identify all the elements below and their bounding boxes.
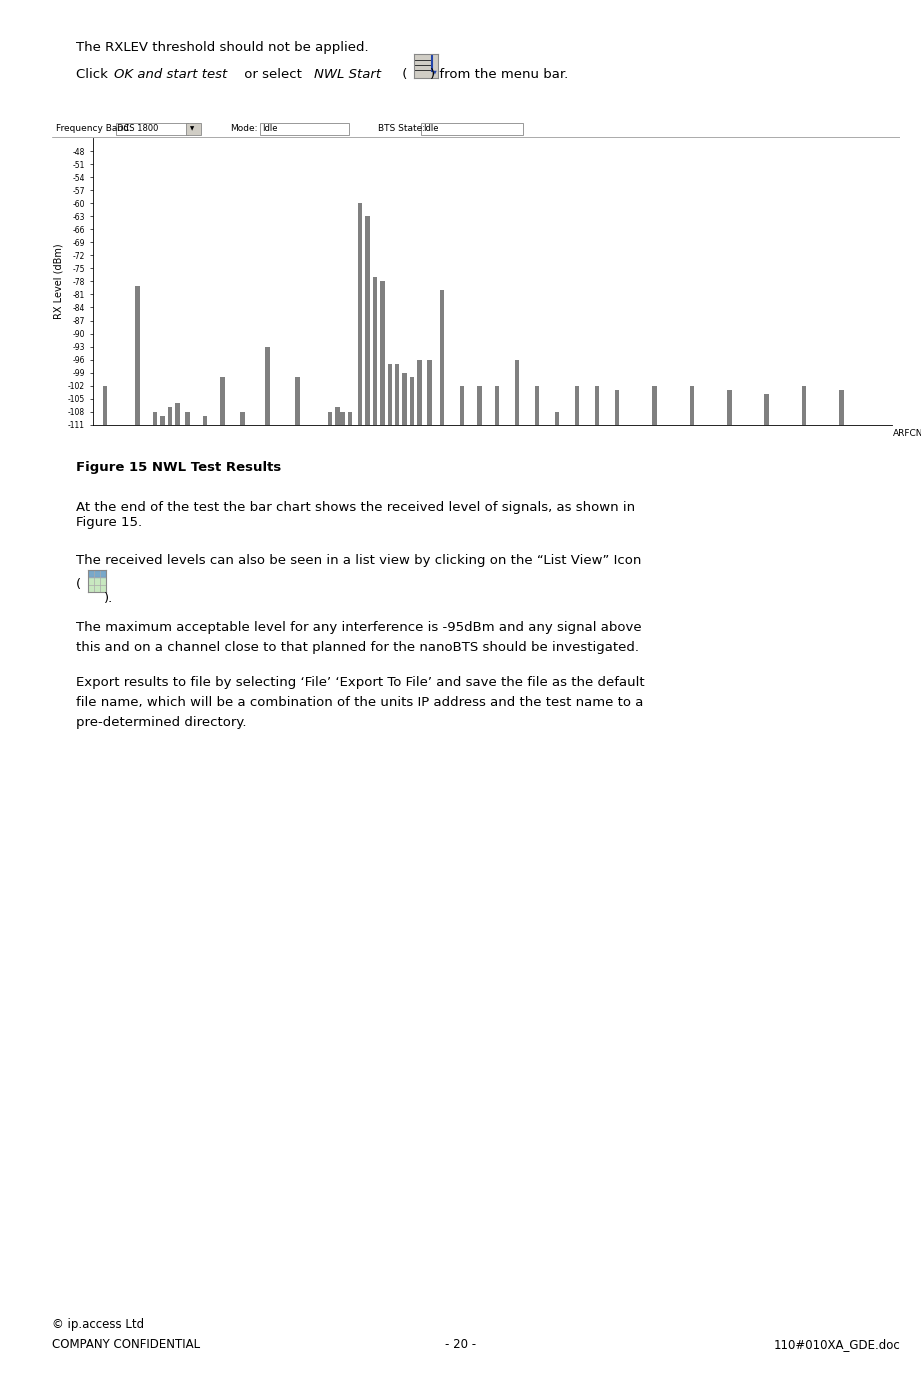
Bar (240, 411, 245, 425)
Bar (690, 385, 694, 425)
Bar (802, 385, 807, 425)
Text: Mode:: Mode: (230, 124, 258, 133)
Text: file name, which will be a combination of the units IP address and the test name: file name, which will be a combination o… (76, 696, 644, 709)
Bar (477, 385, 482, 425)
Text: Click: Click (76, 67, 112, 81)
Bar (220, 377, 225, 425)
Bar (614, 389, 619, 425)
Bar (135, 286, 140, 425)
Bar (372, 277, 377, 425)
Bar (554, 411, 559, 425)
Text: COMPANY CONFIDENTIAL: COMPANY CONFIDENTIAL (52, 1337, 200, 1351)
Bar (175, 403, 180, 425)
Text: BTS State:: BTS State: (379, 124, 426, 133)
Bar (460, 385, 464, 425)
Bar (347, 411, 352, 425)
Text: this and on a channel close to that planned for the nanoBTS should be investigat: this and on a channel close to that plan… (76, 641, 639, 654)
Bar (727, 389, 731, 425)
Text: DCS 1800: DCS 1800 (117, 124, 158, 133)
Text: (: ( (76, 578, 81, 592)
Bar (185, 411, 190, 425)
Text: pre-determined directory.: pre-determined directory. (76, 716, 247, 729)
Bar (535, 385, 540, 425)
Bar (340, 411, 344, 425)
Text: ARFCN: ARFCN (893, 429, 921, 438)
Bar (153, 411, 157, 425)
Bar (417, 359, 422, 425)
Text: Idle: Idle (424, 124, 439, 133)
Bar (515, 359, 519, 425)
Bar (839, 389, 844, 425)
Text: ).: ). (104, 592, 113, 605)
Text: ) from the menu bar.: ) from the menu bar. (430, 67, 568, 81)
FancyBboxPatch shape (186, 122, 202, 135)
Bar (265, 347, 270, 425)
Text: ▼: ▼ (433, 69, 437, 74)
Bar (203, 416, 207, 425)
Text: Frequency Band:: Frequency Band: (56, 124, 132, 133)
Text: - 20 -: - 20 - (445, 1337, 476, 1351)
Bar (168, 407, 172, 425)
Bar (595, 385, 600, 425)
Bar (160, 416, 165, 425)
Bar (652, 385, 657, 425)
Text: Idle: Idle (262, 124, 278, 133)
Y-axis label: RX Level (dBm): RX Level (dBm) (53, 244, 64, 319)
Text: © ip.access Ltd: © ip.access Ltd (52, 1318, 144, 1331)
Bar (410, 377, 414, 425)
Bar (380, 282, 385, 425)
Bar (395, 365, 400, 425)
Bar (402, 373, 407, 425)
Text: The maximum acceptable level for any interference is -95dBm and any signal above: The maximum acceptable level for any int… (76, 621, 642, 634)
Bar (328, 411, 332, 425)
Bar (764, 395, 769, 425)
Bar (365, 216, 369, 425)
Bar (440, 290, 445, 425)
FancyBboxPatch shape (421, 122, 522, 135)
FancyBboxPatch shape (260, 122, 349, 135)
Text: 110#010XA_GDE.doc: 110#010XA_GDE.doc (774, 1337, 900, 1351)
Bar (335, 407, 340, 425)
Text: The received levels can also be seen in a list view by clicking on the “List Vie: The received levels can also be seen in … (76, 555, 641, 567)
Text: (: ( (398, 67, 407, 81)
Bar (495, 385, 499, 425)
Bar (388, 365, 392, 425)
Text: OK and start test: OK and start test (114, 67, 227, 81)
Bar (295, 377, 299, 425)
Text: NWL Start: NWL Start (314, 67, 381, 81)
Bar (575, 385, 579, 425)
Text: At the end of the test the bar chart shows the received level of signals, as sho: At the end of the test the bar chart sho… (76, 501, 635, 528)
Text: Export results to file by selecting ‘File’ ‘Export To File’ and save the file as: Export results to file by selecting ‘Fil… (76, 676, 645, 689)
Bar (427, 359, 432, 425)
FancyBboxPatch shape (116, 122, 188, 135)
Text: Figure 15 NWL Test Results: Figure 15 NWL Test Results (76, 461, 281, 473)
Bar (357, 204, 362, 425)
Text: The RXLEV threshold should not be applied.: The RXLEV threshold should not be applie… (76, 41, 368, 54)
Text: or select: or select (240, 67, 306, 81)
Text: ▼: ▼ (191, 127, 194, 131)
Bar (103, 385, 108, 425)
